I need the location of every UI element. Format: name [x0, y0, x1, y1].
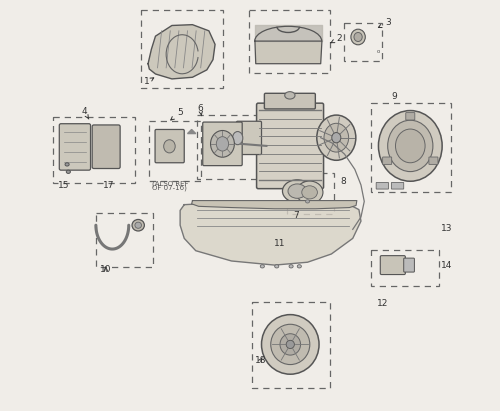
- Bar: [371, 103, 452, 192]
- Ellipse shape: [135, 222, 141, 229]
- Ellipse shape: [282, 180, 312, 203]
- Text: 10: 10: [100, 265, 112, 274]
- FancyBboxPatch shape: [392, 182, 404, 189]
- Ellipse shape: [378, 111, 442, 181]
- Text: 14: 14: [441, 261, 452, 270]
- Ellipse shape: [216, 136, 228, 151]
- Ellipse shape: [306, 200, 310, 203]
- Text: 18: 18: [255, 356, 266, 365]
- Ellipse shape: [280, 334, 300, 355]
- Ellipse shape: [332, 132, 341, 143]
- Ellipse shape: [351, 29, 366, 45]
- Ellipse shape: [289, 265, 293, 268]
- Text: 9: 9: [392, 92, 398, 101]
- Text: 17: 17: [103, 181, 115, 190]
- Ellipse shape: [262, 314, 319, 374]
- FancyBboxPatch shape: [382, 157, 392, 164]
- Polygon shape: [180, 201, 361, 265]
- Text: o: o: [376, 49, 380, 54]
- Ellipse shape: [210, 131, 234, 157]
- FancyBboxPatch shape: [256, 103, 324, 189]
- FancyBboxPatch shape: [236, 121, 262, 155]
- Ellipse shape: [65, 163, 69, 166]
- FancyBboxPatch shape: [92, 125, 120, 169]
- Ellipse shape: [317, 115, 356, 160]
- Polygon shape: [192, 201, 357, 209]
- Polygon shape: [148, 25, 215, 79]
- Text: 8: 8: [340, 177, 346, 186]
- Ellipse shape: [324, 123, 348, 152]
- Ellipse shape: [388, 120, 433, 172]
- Bar: [150, 121, 200, 181]
- Ellipse shape: [232, 132, 243, 145]
- Ellipse shape: [66, 170, 70, 173]
- Ellipse shape: [274, 265, 279, 268]
- FancyBboxPatch shape: [406, 113, 415, 120]
- Text: 1: 1: [144, 77, 154, 86]
- Ellipse shape: [284, 92, 295, 99]
- Bar: [249, 10, 330, 73]
- Bar: [252, 302, 330, 388]
- FancyBboxPatch shape: [60, 124, 90, 170]
- Text: 12: 12: [378, 299, 389, 308]
- Text: 2: 2: [331, 34, 342, 43]
- FancyBboxPatch shape: [429, 157, 438, 164]
- FancyBboxPatch shape: [155, 129, 184, 163]
- Text: 5: 5: [171, 108, 182, 120]
- Bar: [196, 115, 268, 179]
- Bar: [344, 23, 382, 61]
- Text: 4: 4: [82, 107, 89, 119]
- Polygon shape: [188, 129, 196, 134]
- Bar: [287, 173, 335, 214]
- FancyBboxPatch shape: [404, 258, 414, 272]
- Ellipse shape: [298, 265, 302, 268]
- Polygon shape: [255, 41, 322, 64]
- Ellipse shape: [164, 140, 175, 153]
- Bar: [96, 213, 154, 267]
- Ellipse shape: [271, 324, 310, 365]
- Ellipse shape: [286, 340, 294, 349]
- Bar: [141, 10, 224, 88]
- Bar: [52, 117, 135, 183]
- FancyBboxPatch shape: [202, 122, 242, 166]
- Ellipse shape: [354, 32, 362, 42]
- Text: 13: 13: [441, 224, 452, 233]
- FancyBboxPatch shape: [264, 93, 316, 109]
- Text: (ALSO REF: (ALSO REF: [152, 181, 188, 187]
- Text: 3: 3: [378, 18, 390, 28]
- Ellipse shape: [288, 184, 306, 199]
- Text: 7: 7: [292, 211, 298, 220]
- Ellipse shape: [132, 219, 144, 231]
- Text: 6: 6: [198, 104, 203, 116]
- Text: OF 07-16): OF 07-16): [152, 185, 187, 192]
- Text: 11: 11: [274, 239, 285, 248]
- Ellipse shape: [260, 265, 264, 268]
- FancyBboxPatch shape: [376, 182, 388, 189]
- Ellipse shape: [396, 129, 425, 163]
- Text: 15: 15: [58, 181, 69, 190]
- Ellipse shape: [302, 186, 318, 199]
- Ellipse shape: [296, 181, 323, 204]
- FancyBboxPatch shape: [380, 256, 406, 275]
- Bar: [371, 250, 439, 286]
